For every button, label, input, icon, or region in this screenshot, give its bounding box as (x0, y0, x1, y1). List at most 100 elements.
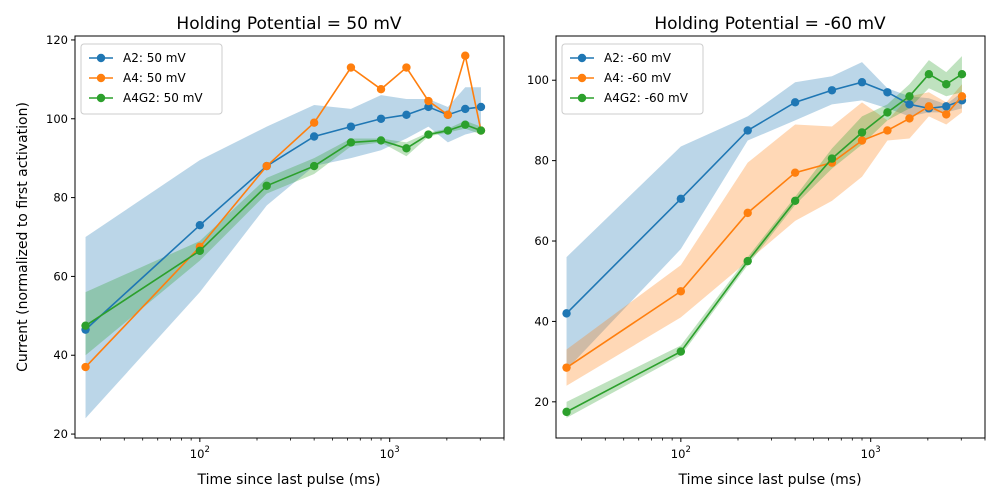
y-tick-label: 20 (534, 395, 549, 409)
data-point (957, 69, 967, 79)
legend-label: A4G2: -60 mV (604, 91, 689, 105)
confidence-band (566, 56, 962, 418)
data-point (443, 126, 453, 135)
confidence-band (566, 84, 962, 386)
legend-box (561, 43, 704, 115)
legend-label: A2: 50 mV (123, 51, 186, 65)
confidence-band (85, 87, 481, 419)
legend-label: A4G2: 50 mV (123, 91, 203, 105)
data-point (476, 126, 486, 135)
data-point (262, 181, 271, 190)
x-tick-label: 102 (190, 445, 210, 461)
legend-marker (96, 73, 106, 83)
legend-marker (96, 53, 106, 63)
legend-label: A2: -60 mV (604, 51, 672, 65)
data-point (424, 102, 433, 112)
y-tick-label: 40 (534, 314, 549, 328)
data-point (942, 110, 951, 119)
data-point (905, 100, 914, 109)
data-point (790, 196, 800, 206)
data-point (461, 51, 470, 60)
data-point (790, 168, 800, 177)
y-tick-label: 80 (53, 191, 68, 205)
legend: A2: 50 mV A4: 50 mV A4G2: 50 mV (80, 43, 223, 115)
data-point (262, 161, 271, 171)
y-tick-label: 40 (53, 348, 68, 362)
data-point (827, 154, 837, 163)
legend-marker (577, 93, 587, 103)
confidence-band (566, 62, 962, 370)
data-point (81, 321, 90, 330)
data-point (81, 362, 90, 372)
data-point (957, 92, 967, 101)
plot-content-0 (81, 51, 486, 419)
data-point (883, 108, 892, 117)
y-tick-label: 120 (46, 33, 68, 47)
data-point (562, 407, 571, 417)
y-tick-label: 60 (534, 234, 549, 248)
data-point (346, 63, 356, 72)
data-point (676, 194, 686, 204)
data-point (346, 122, 356, 131)
chart-title-right: Holding Potential = -60 mV (654, 14, 886, 34)
data-point (743, 208, 752, 218)
y-tick-label: 20 (53, 427, 68, 441)
data-point (942, 102, 951, 111)
data-point (676, 287, 686, 296)
data-point (424, 96, 433, 106)
data-point (309, 118, 319, 127)
data-point (376, 136, 386, 145)
data-point (346, 138, 356, 147)
x-tick-label: 103 (861, 445, 881, 461)
data-point (424, 130, 433, 139)
legend-box (80, 43, 223, 115)
data-point (195, 220, 205, 230)
data-point (676, 347, 686, 356)
data-point (562, 363, 571, 372)
data-point (402, 110, 411, 120)
data-point (309, 132, 319, 141)
data-point (827, 86, 837, 95)
data-point (790, 98, 800, 107)
legend-label: A4: -60 mV (604, 71, 672, 85)
data-point (309, 161, 319, 171)
x-tick-label: 103 (380, 445, 400, 461)
data-point (857, 136, 867, 145)
data-point (743, 256, 752, 266)
data-point (924, 69, 934, 79)
y-tick-label: 100 (527, 73, 549, 87)
data-point (562, 309, 571, 318)
data-point (905, 92, 914, 101)
y-tick-label: 80 (534, 154, 549, 168)
x-axis-label-right: Time since last pulse (ms) (677, 472, 861, 488)
panel-right: Holding Potential = -60 mV Time since la… (555, 14, 986, 488)
legend-marker (96, 93, 106, 103)
y-tick-label: 100 (46, 112, 68, 126)
data-point (942, 80, 951, 89)
data-point (376, 114, 386, 123)
plot-content-1 (562, 56, 967, 418)
data-point (402, 63, 411, 72)
data-point (461, 104, 470, 114)
data-point (883, 126, 892, 135)
legend-label: A4: 50 mV (123, 71, 186, 85)
data-point (743, 126, 752, 135)
data-point (443, 110, 453, 120)
data-point (195, 246, 205, 255)
legend-marker (577, 73, 587, 83)
data-point (857, 128, 867, 137)
x-tick-label: 102 (671, 445, 691, 461)
data-point (924, 102, 934, 111)
data-point (402, 144, 411, 153)
y-axis-label-left: Current (normalized to first activation) (15, 102, 31, 372)
y-tick-label: 60 (53, 269, 68, 283)
x-axis-label-left: Time since last pulse (ms) (196, 472, 380, 488)
data-point (905, 114, 914, 123)
data-point (476, 102, 486, 112)
data-point (461, 120, 470, 129)
legend-marker (577, 53, 587, 63)
legend: A2: -60 mV A4: -60 mV A4G2: -60 mV (561, 43, 704, 115)
data-point (883, 88, 892, 97)
data-point (857, 78, 867, 87)
